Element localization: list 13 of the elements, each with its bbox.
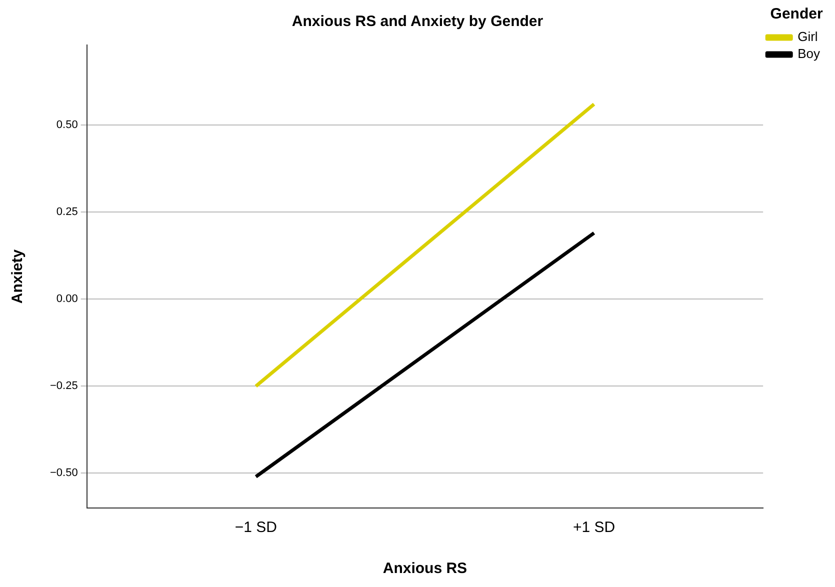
y-tick-label: −0.50 <box>50 467 78 480</box>
legend-title: Gender <box>770 6 823 23</box>
x-tick-label: −1 SD <box>234 519 278 536</box>
legend-label: Girl <box>798 29 818 44</box>
x-axis-title: Anxious RS <box>382 560 468 578</box>
y-tick-label: 0.00 <box>56 293 78 306</box>
y-tick-label: 0.25 <box>56 206 78 218</box>
x-tick-label: +1 SD <box>572 519 616 536</box>
legend-label: Boy <box>798 46 820 62</box>
y-axis-title: Anxiety <box>9 248 26 304</box>
y-tick-label: −0.25 <box>50 380 78 392</box>
y-tick-label: 0.50 <box>56 119 78 132</box>
chart-title: Anxious RS and Anxiety by Gender <box>292 13 544 30</box>
